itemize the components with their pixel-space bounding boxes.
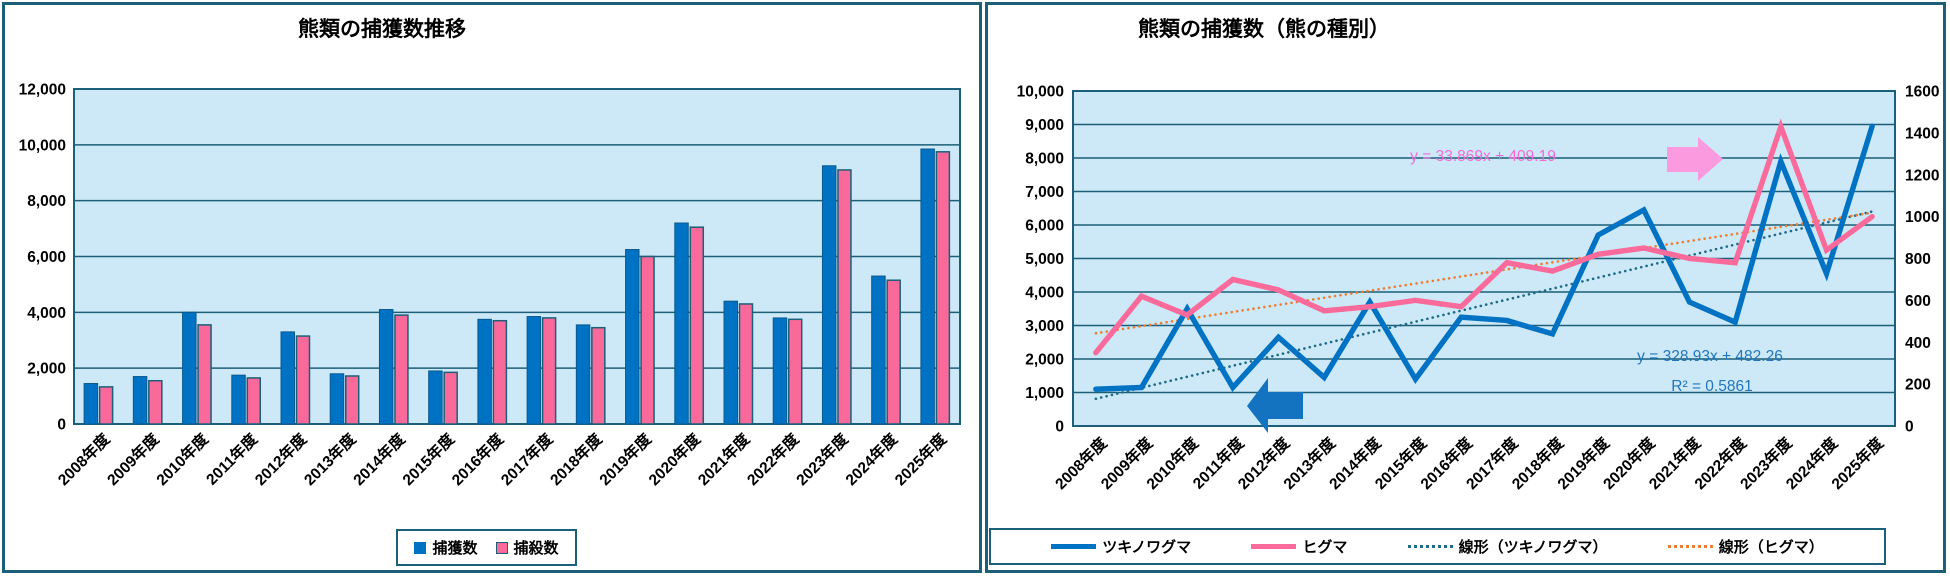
right-chart-title: 熊類の捕獲数（熊の種別）	[1138, 18, 1390, 41]
legend-label-capture: 捕獲数	[432, 540, 478, 557]
tsukinowaguma-trend-swatch-icon	[1407, 545, 1453, 548]
higuma-line-swatch-icon	[1251, 544, 1297, 549]
right-chart-legend: ツキノワグマ ヒグマ 線形（ツキノワグマ） 線形（ヒグマ）	[989, 528, 1886, 565]
legend-item-higuma: ヒグマ	[1251, 536, 1347, 557]
higuma-trend-swatch-icon	[1667, 545, 1713, 548]
kill-swatch-icon	[495, 541, 508, 554]
legend-label-kill: 捕殺数	[513, 540, 559, 557]
legend-item-kill: 捕殺数	[495, 537, 559, 558]
tsukinowaguma-line-swatch-icon	[1051, 544, 1097, 549]
capture-swatch-icon	[414, 541, 427, 554]
right-chart-panel	[985, 2, 1946, 573]
legend-label-higuma: ヒグマ	[1302, 539, 1348, 556]
legend-label-trend-higuma: 線形（ヒグマ）	[1718, 539, 1824, 556]
legend-label-trend-tsukinowaguma: 線形（ツキノワグマ）	[1458, 539, 1608, 556]
left-chart-title: 熊類の捕獲数推移	[298, 18, 466, 41]
left-chart-legend: 捕獲数 捕殺数	[396, 529, 577, 566]
left-chart-panel	[2, 2, 982, 573]
legend-item-tsukinowaguma: ツキノワグマ	[1051, 536, 1191, 557]
legend-item-trend-tsukinowaguma: 線形（ツキノワグマ）	[1407, 536, 1608, 557]
legend-label-tsukinowaguma: ツキノワグマ	[1102, 539, 1192, 556]
legend-item-trend-higuma: 線形（ヒグマ）	[1667, 536, 1824, 557]
legend-item-capture: 捕獲数	[414, 537, 478, 558]
